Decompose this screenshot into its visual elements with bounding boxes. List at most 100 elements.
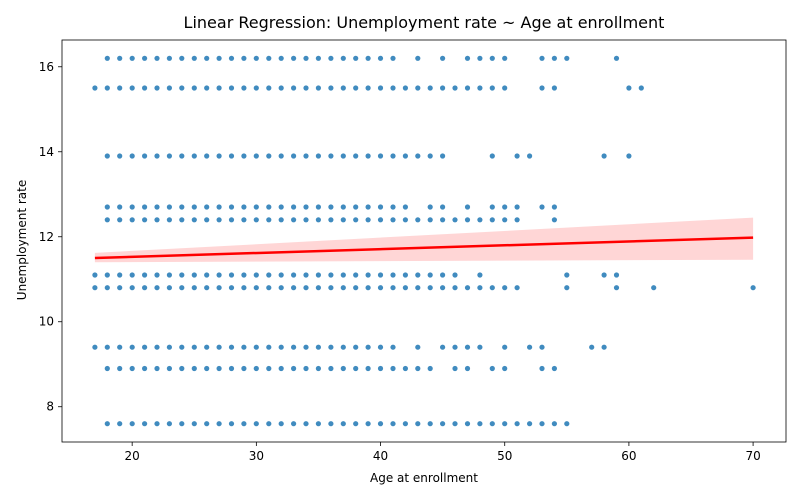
data-point (452, 365, 458, 372)
data-point (551, 85, 558, 91)
data-point (154, 272, 160, 278)
data-point (415, 344, 421, 350)
data-point (129, 217, 135, 223)
data-point (601, 153, 607, 159)
data-point (489, 285, 495, 291)
data-point (377, 285, 384, 291)
data-point (452, 421, 458, 427)
data-point (502, 365, 508, 372)
data-point (539, 85, 545, 91)
y-tick-label: 10 (39, 315, 54, 329)
data-point (228, 365, 235, 372)
data-point (613, 55, 620, 61)
data-point (129, 55, 135, 61)
data-point (266, 272, 272, 278)
data-point (216, 365, 222, 372)
data-point (216, 285, 222, 291)
data-point (514, 421, 520, 427)
data-point (241, 85, 247, 91)
data-point (104, 365, 110, 372)
data-point (415, 55, 421, 61)
data-point (117, 217, 123, 223)
y-axis-label: Unemployment rate (15, 180, 29, 300)
data-point (191, 344, 197, 350)
data-point (390, 204, 396, 210)
data-point (228, 272, 235, 278)
data-point (154, 365, 160, 372)
data-point (489, 421, 495, 427)
data-point (477, 85, 483, 91)
data-point (241, 344, 247, 350)
chart-title: Linear Regression: Unemployment rate ~ A… (184, 13, 665, 32)
data-point (191, 55, 197, 61)
data-point (191, 421, 197, 427)
data-point (154, 85, 160, 91)
data-point (377, 217, 384, 223)
data-point (328, 55, 334, 61)
data-point (365, 272, 371, 278)
data-point (527, 421, 533, 427)
data-point (204, 344, 210, 350)
data-point (204, 272, 210, 278)
data-point (253, 285, 259, 291)
data-point (502, 217, 508, 223)
x-tick-label: 30 (249, 449, 264, 463)
x-tick-label: 20 (125, 449, 140, 463)
data-point (241, 153, 247, 159)
data-point (514, 204, 520, 210)
data-point (179, 204, 185, 210)
data-point (266, 85, 272, 91)
data-point (564, 272, 570, 278)
data-point (377, 55, 384, 61)
scatter-points-layer (92, 55, 756, 427)
data-point (402, 85, 408, 91)
data-point (104, 285, 110, 291)
data-point (117, 55, 123, 61)
data-point (291, 85, 297, 91)
data-point (464, 344, 471, 350)
data-point (340, 153, 346, 159)
data-point (353, 285, 359, 291)
data-point (328, 285, 334, 291)
data-point (365, 344, 371, 350)
data-point (142, 421, 148, 427)
data-point (241, 272, 247, 278)
data-point (489, 85, 495, 91)
data-point (353, 344, 359, 350)
regression-line-layer (94, 236, 754, 260)
data-point (191, 365, 197, 372)
data-point (266, 55, 272, 61)
data-point (527, 344, 533, 350)
data-point (402, 153, 408, 159)
data-point (477, 217, 483, 223)
data-point (179, 421, 185, 427)
data-point (278, 153, 284, 159)
data-point (129, 285, 135, 291)
data-point (452, 272, 458, 278)
data-point (166, 153, 172, 159)
data-point (514, 285, 520, 291)
data-point (228, 217, 235, 223)
data-point (204, 204, 210, 210)
data-point (564, 421, 570, 427)
data-point (166, 204, 172, 210)
data-point (340, 272, 346, 278)
data-point (104, 55, 110, 61)
data-point (464, 421, 471, 427)
data-point (353, 365, 359, 372)
data-point (303, 421, 309, 427)
x-tick-label: 40 (373, 449, 388, 463)
data-point (266, 204, 272, 210)
data-point (390, 365, 396, 372)
data-point (626, 85, 632, 91)
data-point (278, 217, 284, 223)
data-point (377, 153, 384, 159)
data-point (179, 55, 185, 61)
data-point (464, 204, 471, 210)
data-point (489, 204, 495, 210)
data-point (452, 217, 458, 223)
data-point (464, 365, 471, 372)
data-point (315, 344, 321, 350)
data-point (390, 285, 396, 291)
data-point (228, 85, 235, 91)
